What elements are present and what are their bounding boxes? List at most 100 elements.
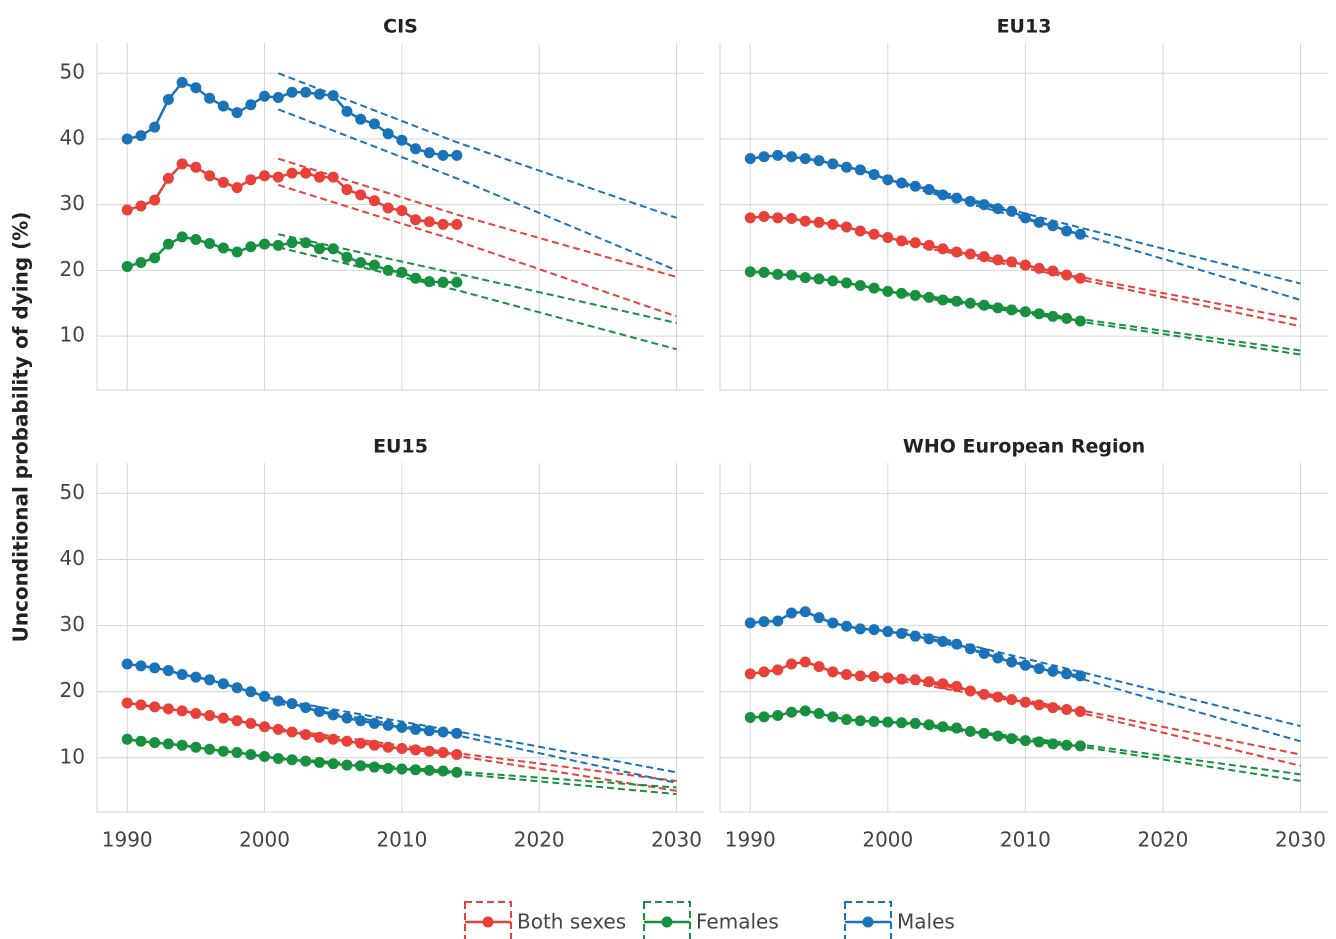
data-point: [909, 717, 921, 729]
data-point: [437, 747, 449, 759]
data-point: [951, 246, 963, 258]
data-point: [841, 221, 853, 233]
data-point: [1047, 265, 1059, 277]
data-point: [327, 709, 339, 721]
data-point: [841, 713, 853, 725]
data-point: [758, 266, 770, 278]
data-point: [396, 721, 408, 733]
data-point: [772, 664, 784, 676]
data-point: [327, 758, 339, 770]
data-point: [176, 158, 188, 170]
data-point: [382, 762, 394, 774]
data-point: [300, 86, 312, 98]
data-point: [341, 735, 353, 747]
data-point: [204, 709, 216, 721]
data-point: [937, 721, 949, 733]
data-point: [909, 237, 921, 249]
data-point: [231, 246, 243, 258]
data-point: [121, 658, 133, 670]
data-point: [396, 266, 408, 278]
data-point: [190, 234, 202, 246]
data-point: [1074, 706, 1086, 718]
data-point: [978, 251, 990, 263]
data-point: [135, 200, 147, 212]
data-point: [355, 113, 367, 125]
data-point: [313, 171, 325, 183]
legend-key: [862, 916, 874, 928]
data-point: [382, 719, 394, 731]
data-point: [410, 214, 422, 226]
data-point: [1019, 212, 1031, 224]
data-point: [868, 715, 880, 727]
data-point: [382, 202, 394, 214]
data-point: [964, 297, 976, 309]
y-tick-label: 20: [60, 678, 85, 702]
data-point: [327, 733, 339, 745]
data-point: [313, 706, 325, 718]
data-point: [813, 708, 825, 720]
data-point: [355, 189, 367, 201]
data-point: [286, 698, 298, 710]
data-point: [1061, 739, 1073, 751]
data-point: [1047, 702, 1059, 714]
data-point: [1006, 694, 1018, 706]
data-point: [841, 620, 853, 632]
data-point: [909, 674, 921, 686]
data-point: [1061, 312, 1073, 324]
data-point: [964, 248, 976, 260]
data-point: [451, 766, 463, 778]
data-point: [217, 242, 229, 254]
data-point: [423, 725, 435, 737]
data-point: [341, 184, 353, 196]
data-point: [827, 666, 839, 678]
y-axis-label: Unconditional probability of dying (%): [9, 212, 33, 643]
data-point: [937, 189, 949, 201]
data-point: [896, 628, 908, 640]
data-point: [772, 149, 784, 161]
data-point: [259, 721, 271, 733]
data-point: [854, 715, 866, 727]
data-point: [245, 748, 257, 760]
data-point: [327, 90, 339, 102]
data-point: [272, 752, 284, 764]
data-point: [992, 302, 1004, 314]
data-point: [813, 612, 825, 624]
data-point: [1006, 304, 1018, 316]
data-point: [204, 237, 216, 249]
data-point: [882, 285, 894, 297]
legend-key: [482, 916, 494, 928]
data-point: [286, 167, 298, 179]
data-point: [341, 251, 353, 263]
data-point: [964, 685, 976, 697]
data-point: [1047, 310, 1059, 322]
data-point: [149, 252, 161, 264]
data-point: [827, 711, 839, 723]
y-tick-label: 40: [60, 125, 85, 149]
data-point: [1019, 696, 1031, 708]
data-point: [396, 763, 408, 775]
data-point: [744, 212, 756, 224]
data-point: [135, 699, 147, 711]
data-point: [1033, 262, 1045, 274]
data-point: [162, 94, 174, 106]
data-point: [176, 76, 188, 88]
data-point: [190, 741, 202, 753]
data-point: [190, 161, 202, 173]
y-tick-label: 20: [60, 257, 85, 281]
data-point: [245, 241, 257, 253]
data-point: [135, 257, 147, 269]
data-point: [1061, 668, 1073, 680]
data-point: [896, 717, 908, 729]
legend-label: Both sexes: [517, 910, 626, 934]
data-point: [410, 143, 422, 155]
data-point: [437, 218, 449, 230]
data-point: [313, 88, 325, 100]
x-tick-label: 2020: [514, 828, 565, 852]
data-point: [923, 719, 935, 731]
data-point: [423, 216, 435, 228]
data-point: [1006, 256, 1018, 268]
y-tick-label: 40: [60, 546, 85, 570]
data-point: [772, 709, 784, 721]
y-tick-label: 50: [60, 480, 85, 504]
data-point: [355, 760, 367, 772]
